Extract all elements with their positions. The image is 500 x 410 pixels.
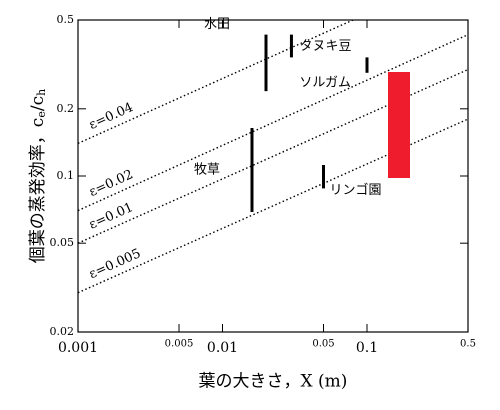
x-tick-label: 0.1	[356, 340, 378, 356]
y-tick-label: 0.2	[57, 102, 75, 115]
x-tick-label: 0.01	[207, 340, 238, 356]
y-tick-label: 0.5	[57, 13, 75, 26]
x-axis-label: 葉の大きさ，X (m)	[199, 372, 348, 392]
red-overlay	[388, 72, 410, 178]
range-label: タヌキ豆	[299, 39, 351, 54]
range-label: ソルガム	[299, 75, 351, 90]
epsilon-line	[77, 68, 469, 244]
y-tick-label: 0.1	[57, 169, 75, 182]
plot: 0.001 0.005 0.01 0.05 0.1 0.5 0.02 0.05 0.1 0.2 0.…	[50, 13, 476, 356]
y-label-sub: e	[35, 111, 48, 118]
x-tick-label: 0.005	[165, 339, 194, 350]
x-tick-label: 0.001	[58, 340, 98, 356]
epsilon-line	[77, 118, 469, 294]
x-tick-label: 0.5	[460, 339, 476, 350]
range-label: リンゴ園	[330, 182, 382, 198]
range-label: 水田	[204, 17, 230, 32]
range-label: 牧草	[194, 163, 220, 178]
y-label-main: /c	[28, 96, 48, 111]
y-label-main: 個葉の蒸発効率，c	[28, 118, 48, 264]
y-tick-label: 0.02	[50, 325, 75, 338]
x-tick-label: 0.05	[312, 339, 334, 350]
y-axis-label: 個葉の蒸発効率，ce/ch	[28, 89, 49, 263]
epsilon-line	[77, 33, 469, 212]
y-label-sub: h	[35, 89, 48, 96]
y-tick-label: 0.05	[50, 236, 75, 249]
